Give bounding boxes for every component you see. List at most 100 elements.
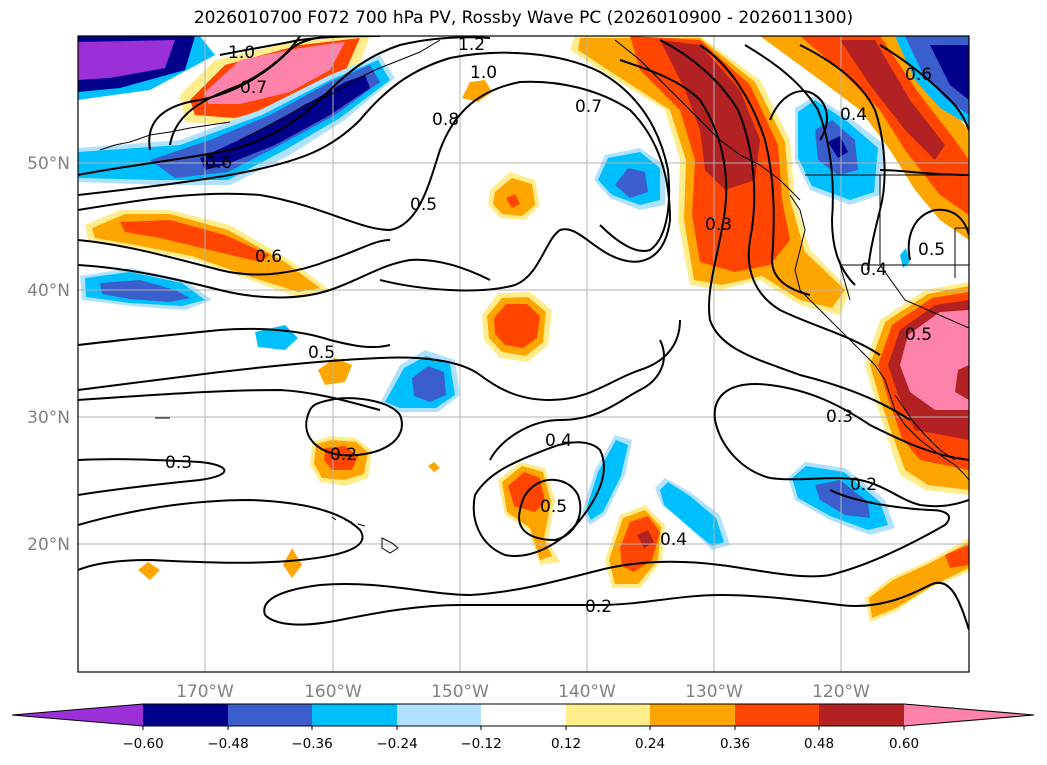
contour-label: 0.7 bbox=[575, 97, 602, 117]
pv-contour-layer bbox=[78, 36, 969, 631]
colorbar-tick-label: 0.12 bbox=[551, 736, 581, 752]
contour-label: 0.3 bbox=[826, 407, 853, 427]
longitude-labels: 170°W 160°W 150°W 140°W 130°W 120°W bbox=[176, 682, 870, 702]
colorbar-tick-label: −0.36 bbox=[291, 736, 332, 752]
pv-contour-line bbox=[699, 44, 811, 296]
colorbar-swatch bbox=[228, 704, 312, 726]
pv-contour-line bbox=[78, 458, 226, 496]
contour-label: 1.2 bbox=[458, 35, 485, 55]
anomaly-positive-fill bbox=[955, 365, 969, 400]
coastline-alaska-islands bbox=[99, 121, 231, 151]
contour-label: 0.4 bbox=[840, 105, 867, 125]
pv-contour-line bbox=[78, 498, 364, 571]
anomaly-negative-fill bbox=[930, 45, 969, 100]
colorbar-tick-label: 0.60 bbox=[889, 736, 919, 752]
colorbar: −0.60 −0.48 −0.36 −0.24 −0.12 0.12 0.24 0.36 0.4… bbox=[11, 703, 1035, 752]
anomaly-positive-fill bbox=[462, 80, 492, 102]
anomaly-positive-fill bbox=[120, 220, 270, 262]
pv-contour-line bbox=[263, 489, 950, 616]
contour-label: 0.5 bbox=[540, 497, 567, 517]
lon-label-160w: 160°W bbox=[304, 682, 362, 702]
anomaly-positive-fill bbox=[205, 42, 345, 104]
anomaly-positive-fill bbox=[494, 304, 540, 348]
anomaly-negative-fill bbox=[586, 440, 628, 520]
coastline-baja bbox=[894, 394, 956, 461]
contour-label: 0.3 bbox=[705, 215, 732, 235]
pv-contour-line bbox=[713, 383, 969, 461]
anomaly-positive-fill bbox=[840, 40, 945, 160]
anomaly-negative-fill bbox=[615, 168, 648, 198]
colorbar-tick-label: −0.60 bbox=[122, 736, 163, 752]
anomaly-positive-fill bbox=[869, 542, 969, 618]
pv-contour-line bbox=[78, 239, 391, 276]
contour-label: 1.0 bbox=[228, 43, 255, 63]
anomaly-negative-fill bbox=[100, 280, 190, 302]
colorbar-tick-label: −0.48 bbox=[207, 736, 248, 752]
colorbar-swatch bbox=[819, 704, 904, 726]
pv-contour-line bbox=[148, 36, 341, 151]
coastline-alaska bbox=[239, 39, 441, 141]
contour-label: 0.5 bbox=[905, 325, 932, 345]
anomaly-positive-fill bbox=[283, 548, 302, 578]
contour-label: 0.5 bbox=[918, 240, 945, 260]
contour-label: 0.6 bbox=[905, 65, 932, 85]
anomaly-negative-fill bbox=[900, 248, 910, 268]
contour-label: 0.2 bbox=[850, 475, 877, 495]
colorbar-tick-label: −0.24 bbox=[376, 736, 417, 752]
pv-contour-line bbox=[714, 419, 969, 508]
colorbar-tick-label: 0.36 bbox=[720, 736, 750, 752]
anomaly-negative-fill bbox=[78, 60, 390, 180]
contour-label: 0.2 bbox=[585, 597, 612, 617]
pv-contour-line bbox=[799, 44, 886, 271]
colorbar-swatch bbox=[312, 704, 397, 726]
contour-label: 0.4 bbox=[545, 431, 572, 451]
anomaly-positive-fill bbox=[945, 545, 969, 568]
pv-contour-line bbox=[169, 36, 301, 146]
contour-label: 0.6 bbox=[205, 153, 232, 173]
coastline-west-coast bbox=[789, 194, 969, 481]
coastline-layer bbox=[99, 39, 969, 554]
pv-contour-line bbox=[264, 581, 969, 631]
lon-label-140w: 140°W bbox=[558, 682, 616, 702]
pv-contour-line bbox=[78, 327, 391, 349]
colorbar-swatch bbox=[650, 704, 735, 726]
contour-label: 0.8 bbox=[432, 110, 459, 130]
anomaly-positive-fill bbox=[800, 36, 969, 215]
colorbar-extend-high bbox=[904, 704, 1034, 726]
colorbar-tick-label: 0.48 bbox=[804, 736, 834, 752]
anomaly-negative-fill bbox=[412, 366, 446, 402]
pv-contour-line bbox=[78, 80, 672, 292]
lon-label-150w: 150°W bbox=[431, 682, 489, 702]
anomaly-positive-fill bbox=[138, 562, 160, 580]
lon-label-130w: 130°W bbox=[685, 682, 743, 702]
coastline-hawaii bbox=[331, 516, 399, 554]
anomaly-positive-fill bbox=[900, 310, 969, 410]
contour-label: 0.6 bbox=[255, 247, 282, 267]
contour-label: 0.2 bbox=[330, 445, 357, 465]
contour-labels: 1.0 1.2 1.0 0.7 0.8 0.7 0.6 0.6 0.5 0.3 … bbox=[165, 35, 945, 617]
pv-contour-line bbox=[472, 441, 605, 557]
map-frame bbox=[77, 35, 970, 673]
coastline-panhandle bbox=[614, 39, 801, 201]
pv-contour-line bbox=[78, 51, 671, 252]
pv-contour-line bbox=[907, 208, 969, 261]
pv-contour-line bbox=[78, 319, 681, 402]
lat-label-50n: 50°N bbox=[27, 154, 70, 174]
state-borders bbox=[839, 175, 969, 329]
map-title: 2026010700 F072 700 hPa PV, Rossby Wave … bbox=[193, 8, 854, 28]
lon-label-170w: 170°W bbox=[176, 682, 234, 702]
anomaly-positive-fill bbox=[660, 40, 760, 190]
colorbar-swatch bbox=[143, 704, 228, 726]
colorbar-swatch bbox=[481, 704, 566, 726]
colorbar-tick-label: 0.24 bbox=[635, 736, 665, 752]
pv-contour-line bbox=[879, 44, 969, 131]
pv-contour-line bbox=[518, 478, 582, 542]
colorbar-swatch bbox=[397, 704, 481, 726]
anomaly-positive-fill bbox=[428, 462, 440, 472]
anomaly-negative-fill bbox=[150, 65, 380, 178]
pv-contour-line bbox=[619, 59, 911, 421]
pv-contour-line bbox=[769, 90, 828, 141]
contour-label: 0.4 bbox=[660, 530, 687, 550]
pv-contour-line bbox=[489, 339, 665, 461]
